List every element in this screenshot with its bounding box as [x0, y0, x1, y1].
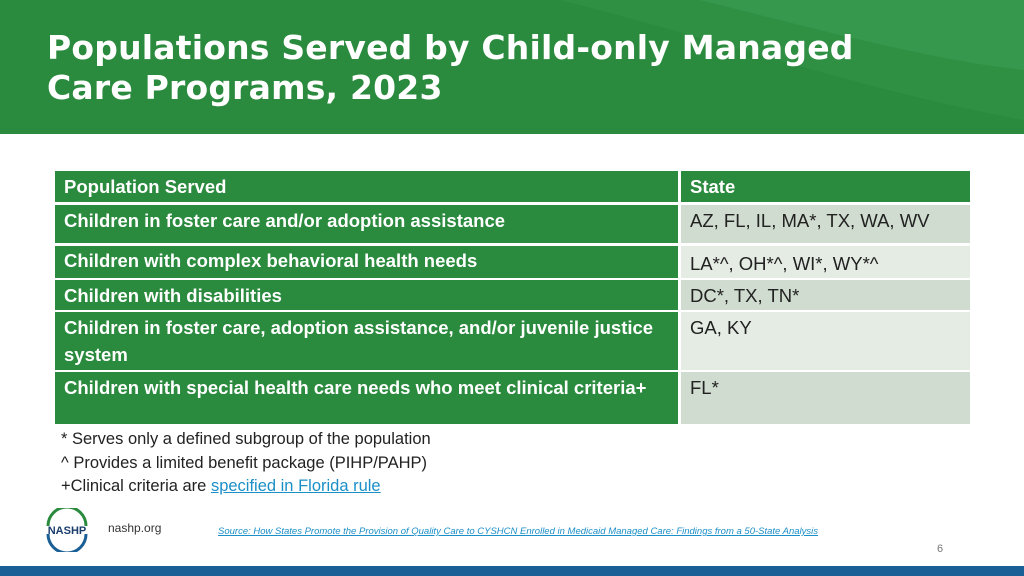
florida-rule-link[interactable]: specified in Florida rule — [210, 477, 381, 495]
table-row: Children with special health care needs … — [55, 370, 970, 424]
table-row: Children in foster care, adoption assist… — [55, 310, 970, 370]
footnotes: * Serves only a defined subgroup of the … — [61, 428, 661, 499]
population-cell: Children with special health care needs … — [55, 372, 681, 424]
header-population: Population Served — [55, 171, 681, 202]
population-cell: Children with complex behavioral health … — [55, 246, 681, 278]
state-cell: GA, KY — [681, 312, 970, 370]
table-row: Children with complex behavioral health … — [55, 246, 970, 278]
footnote-clinical-prefix: +Clinical criteria are — [61, 477, 211, 495]
table-header-row: Population Served State — [55, 171, 970, 205]
site-url: nashp.org — [108, 521, 162, 535]
footnote-limited-benefit: ^ Provides a limited benefit package (PI… — [61, 453, 428, 472]
footnote-clinical-criteria: +Clinical criteria are specified in Flor… — [61, 475, 661, 499]
population-cell: Children in foster care, adoption assist… — [55, 312, 681, 370]
population-cell: Children in foster care and/or adoption … — [55, 205, 681, 243]
populations-table: Population Served State Children in fost… — [55, 171, 970, 424]
header-state: State — [681, 171, 970, 202]
state-cell: DC*, TX, TN* — [681, 280, 970, 310]
slide-title: Populations Served by Child-only Managed… — [47, 28, 854, 107]
table-row: Children in foster care and/or adoption … — [55, 205, 970, 243]
state-cell: LA*^, OH*^, WI*, WY*^ — [681, 246, 970, 278]
logo-text: NASHP — [48, 525, 87, 537]
page-number: 6 — [937, 543, 944, 555]
title-banner: Populations Served by Child-only Managed… — [0, 0, 1024, 134]
state-cell: AZ, FL, IL, MA*, TX, WA, WV — [681, 205, 970, 243]
row-divider — [55, 243, 970, 246]
banner-decoration — [560, 0, 1024, 120]
nashp-logo: NASHP — [46, 508, 88, 552]
state-cell: FL* — [681, 372, 970, 424]
source-link[interactable]: Source: How States Promote the Provision… — [218, 526, 819, 537]
table-row: Children with disabilities DC*, TX, TN* — [55, 278, 970, 310]
footnote-subgroup: * Serves only a defined subgroup of the … — [61, 430, 431, 448]
footer-bar — [0, 566, 1024, 576]
population-cell: Children with disabilities — [55, 280, 681, 310]
